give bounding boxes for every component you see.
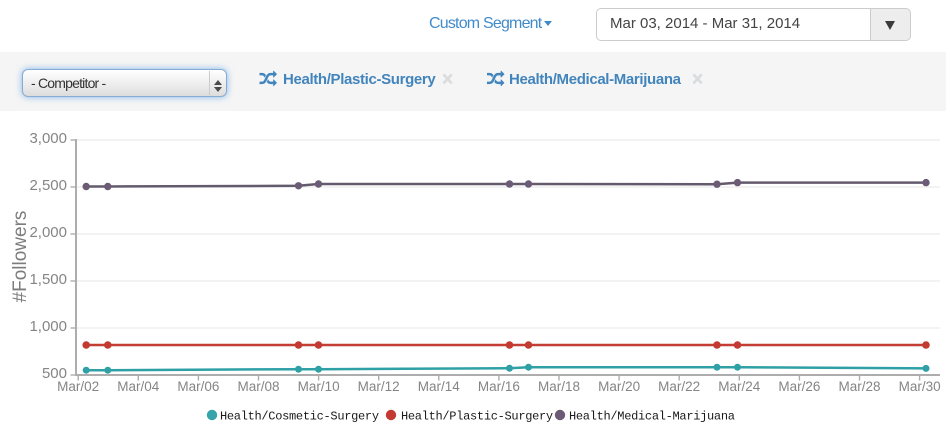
svg-text:Mar/20: Mar/20 [598,379,640,394]
svg-text:3,000: 3,000 [29,130,67,147]
svg-text:Mar/22: Mar/22 [658,379,700,394]
svg-text:#Followers: #Followers [10,211,31,303]
svg-text:Mar/08: Mar/08 [237,379,279,394]
svg-text:Mar/04: Mar/04 [117,379,160,394]
svg-text:Mar/30: Mar/30 [899,379,941,394]
svg-text:Mar/28: Mar/28 [838,379,880,394]
svg-text:Mar/12: Mar/12 [358,379,400,394]
svg-text:Mar/02: Mar/02 [57,379,99,394]
svg-text:1,000: 1,000 [29,318,67,335]
svg-text:Mar/26: Mar/26 [778,379,820,394]
svg-text:Mar/16: Mar/16 [478,379,520,394]
svg-text:2,500: 2,500 [29,177,67,194]
svg-text:Health/Cosmetic-Surgery: Health/Cosmetic-Surgery [220,410,379,424]
svg-text:Mar/06: Mar/06 [177,379,219,394]
svg-text:1,500: 1,500 [29,271,67,288]
svg-text:Mar/18: Mar/18 [538,379,580,394]
svg-text:2,000: 2,000 [29,224,67,241]
svg-text:Health/Plastic-Surgery: Health/Plastic-Surgery [401,410,553,424]
svg-text:Mar/24: Mar/24 [718,379,761,394]
svg-text:Mar/10: Mar/10 [298,379,340,394]
svg-text:Mar/14: Mar/14 [418,379,461,394]
svg-text:Health/Medical-Marijuana: Health/Medical-Marijuana [569,410,735,424]
svg-text:500: 500 [42,365,67,382]
